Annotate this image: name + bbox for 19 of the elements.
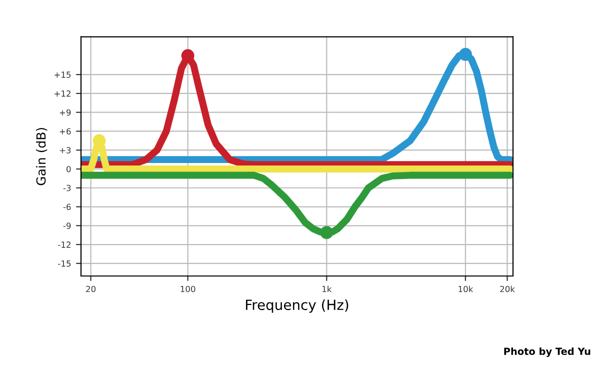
y-tick-label: 0	[66, 166, 71, 172]
x-tick-label: 1k	[322, 286, 332, 292]
y-tick-label: +12	[54, 90, 70, 97]
y-axis-title: Gain (dB)	[36, 128, 48, 186]
y-tick-label: +9	[60, 109, 71, 116]
y-tick-label: -3	[63, 184, 71, 192]
y-tick-label: +15	[54, 72, 71, 78]
y-tick-label: -9	[63, 222, 71, 229]
y-tick-label: +6	[60, 128, 71, 135]
text: Photo by Ted Yu	[504, 347, 590, 357]
y-tick-label: -6	[63, 204, 71, 210]
y-tick-label: -15	[58, 260, 71, 267]
x-tick-label: 10k	[458, 286, 474, 292]
x-tick-label: 20k	[500, 286, 515, 292]
y-tick-label: -12	[58, 242, 70, 248]
x-tick-label: 100	[180, 286, 196, 292]
y-tick-label: +3	[60, 147, 71, 154]
x-axis-title: Frequency (Hz)	[246, 299, 348, 313]
x-tick-label: 20	[86, 286, 96, 292]
